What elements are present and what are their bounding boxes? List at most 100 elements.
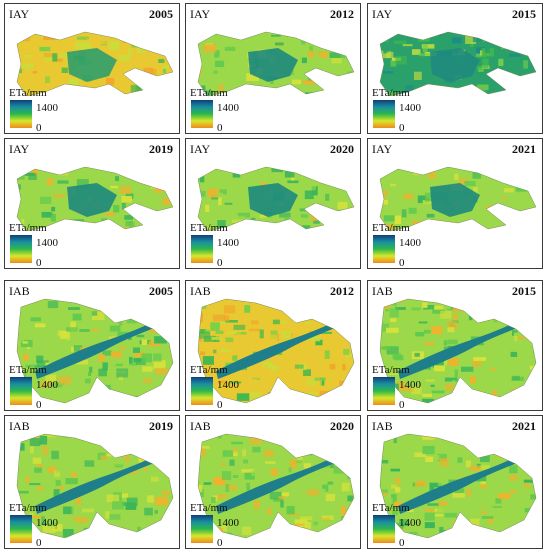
legend-color-bar [10, 515, 32, 543]
legend-max-value: 1400 [399, 379, 421, 391]
map-image [16, 31, 174, 97]
legend-title: ETa/mm [190, 502, 228, 514]
map-panel-iab-2015: IAB 2015 ETa/mm 1400 0 [367, 280, 543, 411]
legend-color-bar [191, 377, 213, 405]
legend-min-value: 0 [399, 537, 405, 549]
eta-legend: ETa/mm 1400 0 [190, 502, 270, 548]
year-label: 2021 [512, 419, 536, 433]
region-label: IAY [372, 142, 393, 156]
legend-color-bar [373, 235, 395, 263]
year-label: 2020 [330, 142, 354, 156]
map-image [379, 31, 537, 97]
year-label: 2021 [512, 142, 536, 156]
legend-color-bar [10, 100, 32, 128]
eta-legend: ETa/mm 1400 0 [9, 222, 89, 268]
legend-max-value: 1400 [36, 379, 58, 391]
eta-legend: ETa/mm 1400 0 [190, 222, 270, 268]
eta-legend: ETa/mm 1400 0 [190, 364, 270, 410]
legend-color-bar [191, 515, 213, 543]
region-label: IAY [190, 142, 211, 156]
legend-min-value: 0 [36, 257, 42, 269]
year-label: 2012 [330, 7, 354, 21]
eta-legend: ETa/mm 1400 0 [372, 364, 452, 410]
eta-legend: ETa/mm 1400 0 [9, 87, 89, 133]
region-label: IAB [190, 284, 211, 298]
year-label: 2005 [149, 7, 173, 21]
legend-max-value: 1400 [217, 102, 239, 114]
legend-max-value: 1400 [399, 517, 421, 529]
legend-max-value: 1400 [217, 237, 239, 249]
legend-max-value: 1400 [36, 102, 58, 114]
map-panel-iab-2005: IAB 2005 ETa/mm 1400 0 [4, 280, 180, 411]
legend-min-value: 0 [217, 537, 223, 549]
legend-title: ETa/mm [190, 222, 228, 234]
year-label: 2005 [149, 284, 173, 298]
legend-color-bar [10, 235, 32, 263]
map-panel-iay-2005: IAY 2005 ETa/mm 1400 0 [4, 3, 180, 134]
year-label: 2020 [330, 419, 354, 433]
map-panel-iay-2019: IAY 2019 ETa/mm 1400 0 [4, 138, 180, 269]
legend-title: ETa/mm [190, 364, 228, 376]
year-label: 2015 [512, 284, 536, 298]
legend-color-bar [373, 100, 395, 128]
eta-legend: ETa/mm 1400 0 [9, 364, 89, 410]
map-panel-iab-2020: IAB 2020 ETa/mm 1400 0 [185, 415, 361, 549]
region-label: IAB [190, 419, 211, 433]
region-label: IAB [372, 419, 393, 433]
legend-min-value: 0 [399, 122, 405, 134]
legend-color-bar [373, 515, 395, 543]
map-panel-iay-2021: IAY 2021 ETa/mm 1400 0 [367, 138, 543, 269]
legend-color-bar [191, 100, 213, 128]
eta-legend: ETa/mm 1400 0 [372, 87, 452, 133]
year-label: 2012 [330, 284, 354, 298]
legend-max-value: 1400 [399, 237, 421, 249]
region-label: IAB [372, 284, 393, 298]
legend-title: ETa/mm [190, 87, 228, 99]
eta-legend: ETa/mm 1400 0 [372, 502, 452, 548]
legend-title: ETa/mm [372, 87, 410, 99]
region-label: IAY [372, 7, 393, 21]
legend-title: ETa/mm [9, 222, 47, 234]
legend-min-value: 0 [36, 537, 42, 549]
region-label: IAY [190, 7, 211, 21]
legend-title: ETa/mm [372, 364, 410, 376]
eta-raster [198, 167, 354, 231]
map-image [197, 166, 355, 232]
legend-color-bar [10, 377, 32, 405]
legend-min-value: 0 [399, 399, 405, 411]
map-panel-iab-2019: IAB 2019 ETa/mm 1400 0 [4, 415, 180, 549]
year-label: 2019 [149, 419, 173, 433]
map-image [16, 166, 174, 232]
map-panel-iay-2012: IAY 2012 ETa/mm 1400 0 [185, 3, 361, 134]
map-image [197, 31, 355, 97]
map-image [197, 298, 355, 404]
eta-legend: ETa/mm 1400 0 [9, 502, 89, 548]
legend-color-bar [191, 235, 213, 263]
legend-min-value: 0 [36, 399, 42, 411]
legend-min-value: 0 [217, 257, 223, 269]
legend-title: ETa/mm [9, 502, 47, 514]
legend-title: ETa/mm [9, 364, 47, 376]
legend-title: ETa/mm [372, 222, 410, 234]
region-label: IAY [9, 7, 30, 21]
legend-color-bar [373, 377, 395, 405]
map-panel-iab-2021: IAB 2021 ETa/mm 1400 0 [367, 415, 543, 549]
legend-min-value: 0 [217, 399, 223, 411]
legend-min-value: 0 [399, 257, 405, 269]
legend-max-value: 1400 [217, 517, 239, 529]
legend-max-value: 1400 [36, 517, 58, 529]
map-image [379, 433, 537, 539]
legend-max-value: 1400 [399, 102, 421, 114]
region-label: IAB [9, 419, 30, 433]
legend-title: ETa/mm [9, 87, 47, 99]
map-image [379, 298, 537, 404]
legend-min-value: 0 [217, 122, 223, 134]
legend-title: ETa/mm [372, 502, 410, 514]
eta-legend: ETa/mm 1400 0 [190, 87, 270, 133]
map-panel-iay-2020: IAY 2020 ETa/mm 1400 0 [185, 138, 361, 269]
map-image [16, 298, 174, 404]
year-label: 2015 [512, 7, 536, 21]
map-image [16, 433, 174, 539]
map-image [379, 166, 537, 232]
region-label: IAB [9, 284, 30, 298]
